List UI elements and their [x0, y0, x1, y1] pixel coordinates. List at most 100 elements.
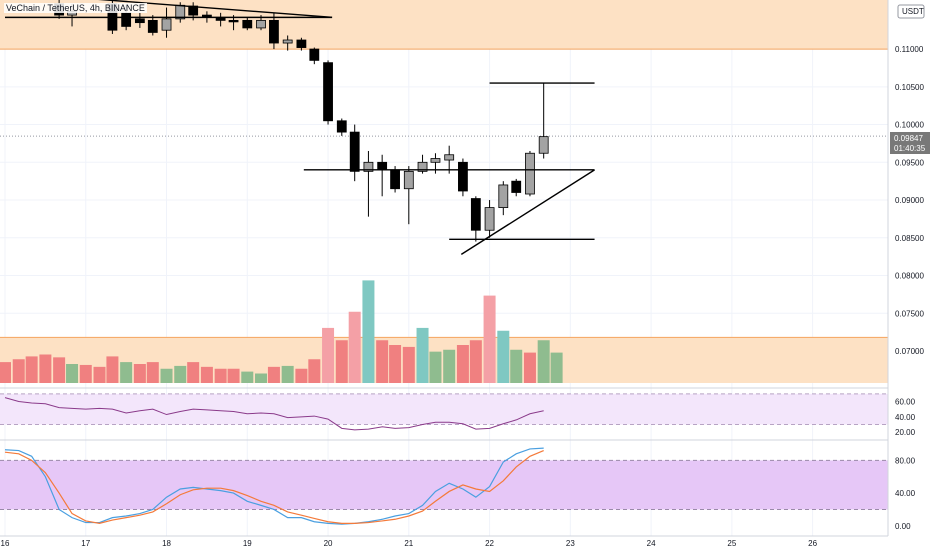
stoch-pane — [0, 439, 888, 525]
candle-body — [349, 131, 360, 172]
trend-line — [460, 169, 595, 255]
volume-bar — [187, 362, 200, 383]
volume-bar — [66, 364, 79, 383]
volume-bar — [200, 366, 213, 383]
candle-body — [458, 161, 468, 192]
candle-body — [390, 169, 400, 190]
volume-bar — [550, 352, 563, 383]
time-tick-label: 17 — [81, 539, 90, 548]
volume-bar — [133, 364, 146, 383]
volume-bar — [93, 366, 106, 383]
volume-bar — [308, 359, 321, 383]
volume-bar — [255, 373, 268, 383]
volume-bar — [0, 362, 11, 383]
candle-body — [444, 154, 455, 161]
candle-body — [282, 39, 293, 44]
volume-bar — [389, 345, 402, 383]
price-tick-label: 0.11000 — [895, 45, 924, 54]
rsi-band — [0, 393, 888, 425]
volume-bar — [510, 349, 523, 383]
candle-body — [403, 170, 414, 190]
volume-bar — [79, 364, 92, 383]
volume-bar — [335, 340, 348, 383]
price-tick-label: 0.08000 — [895, 272, 924, 281]
volume-bar — [416, 327, 429, 383]
volume-bar — [348, 311, 361, 383]
time-tick-label: 26 — [808, 539, 817, 548]
candle-body — [134, 18, 145, 24]
time-tick-label: 20 — [324, 539, 333, 548]
candle-body — [242, 19, 253, 29]
currency-badge-label: USDT — [902, 7, 924, 16]
volume-bar — [362, 280, 375, 383]
candle-body — [256, 19, 266, 29]
time-tick-label: 19 — [243, 539, 252, 548]
price-tag-price: 0.09847 — [894, 134, 923, 143]
candle-body — [336, 120, 347, 133]
volume-bar — [483, 295, 496, 383]
candle-body — [498, 184, 509, 208]
rsi-line — [4, 397, 544, 431]
volume-bar — [497, 330, 510, 383]
price-tick-label: 0.07500 — [895, 309, 924, 318]
candle-body — [309, 48, 320, 61]
candle-body — [296, 39, 307, 48]
price-tick-label: 0.09500 — [895, 158, 924, 167]
volume-bar — [160, 368, 173, 383]
time-tick-label: 22 — [485, 539, 494, 548]
zones — [0, 0, 888, 383]
volume-bar — [241, 371, 254, 383]
volume-bars — [0, 280, 563, 383]
volume-bar — [537, 340, 550, 383]
rsi-tick-label: 40.00 — [895, 413, 916, 422]
candle-body — [323, 62, 333, 122]
candle-body — [511, 180, 522, 193]
candle-body — [228, 19, 239, 23]
price-tick-label: 0.07000 — [895, 347, 924, 356]
volume-bar — [214, 368, 227, 383]
stoch-tick-label: 40.00 — [895, 489, 916, 498]
volume-bar — [25, 356, 38, 383]
time-tick-label: 16 — [1, 539, 10, 548]
volume-bar — [281, 365, 294, 383]
volume-bar — [146, 362, 159, 383]
volume-bar — [39, 354, 52, 383]
trend-lines[interactable] — [5, 0, 595, 255]
candle-body — [377, 161, 388, 171]
volume-bar — [12, 359, 25, 383]
candle-body — [417, 161, 428, 172]
time-tick-label: 25 — [727, 539, 736, 548]
price-tag: 0.09847 01:40:35 — [890, 132, 930, 154]
candle-body — [484, 207, 495, 231]
candle-body — [470, 198, 481, 231]
volume-bar — [106, 356, 119, 383]
time-tick-label: 18 — [162, 539, 171, 548]
price-tag-countdown: 01:40:35 — [894, 144, 926, 153]
candle-body — [525, 152, 535, 195]
candle-body — [538, 136, 549, 154]
rsi-pane — [0, 387, 888, 431]
volume-bar — [322, 327, 335, 383]
volume-bar — [295, 368, 308, 383]
candles — [54, 0, 549, 242]
volume-bar — [376, 340, 389, 383]
time-tick-label: 24 — [647, 539, 656, 548]
rsi-tick-label: 60.00 — [895, 398, 916, 407]
stoch-band — [0, 460, 888, 510]
volume-bar — [53, 357, 66, 383]
grid — [0, 0, 888, 536]
volume-bar — [402, 346, 415, 383]
trend-line — [97, 0, 333, 19]
volume-bar — [443, 349, 456, 383]
currency-badge[interactable]: USDT — [897, 4, 925, 19]
price-tick-label: 0.10000 — [895, 121, 924, 130]
stoch-tick-label: 0.00 — [895, 522, 911, 531]
candle-body — [161, 18, 172, 31]
volume-bar — [429, 351, 442, 383]
candle-body — [269, 19, 279, 44]
volume-bar — [174, 365, 187, 383]
stoch-tick-label: 80.00 — [895, 456, 916, 465]
price-tick-label: 0.08500 — [895, 234, 924, 243]
